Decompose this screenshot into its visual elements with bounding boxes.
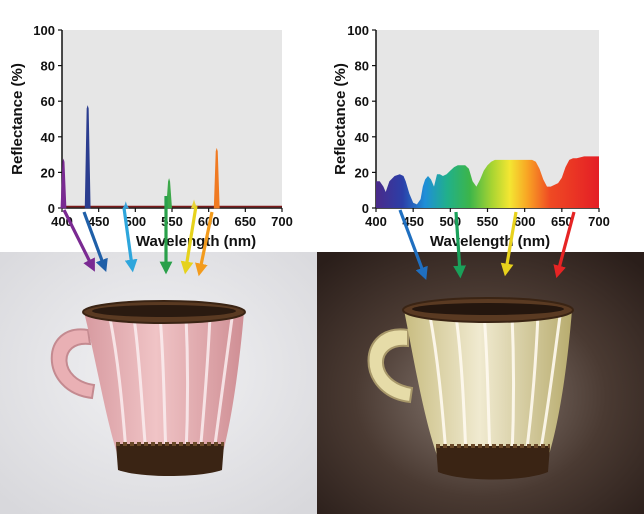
plot-area-left: [62, 30, 282, 208]
color-arrow: [195, 211, 214, 277]
cup-base-right: [436, 446, 550, 480]
emission-peak: [84, 105, 91, 209]
y-tick-label: 40: [355, 130, 369, 145]
y-tick-label: 40: [41, 130, 55, 145]
color-arrow: [180, 205, 198, 275]
y-tick-label: 80: [355, 59, 369, 74]
photo-right: [317, 252, 644, 514]
x-tick-label: 400: [365, 214, 387, 229]
emission-peak: [166, 178, 172, 209]
color-arrow: [62, 209, 95, 272]
emission-peak: [213, 147, 220, 209]
x-axis-label: Wavelength (nm): [430, 233, 550, 250]
photo-left: [0, 252, 317, 514]
emission-peak: [122, 201, 129, 209]
color-arrow: [500, 211, 518, 277]
y-tick-label: 20: [41, 165, 55, 180]
y-axis-label: Reflectance (%): [9, 63, 26, 175]
x-tick-label: 650: [234, 214, 256, 229]
color-arrow: [398, 209, 428, 280]
x-tick-label: 700: [271, 214, 293, 229]
y-tick-label: 60: [41, 94, 55, 109]
x-tick-label: 550: [477, 214, 499, 229]
arrows: [62, 196, 576, 280]
x-tick-label: 600: [514, 214, 536, 229]
reflectance-area: [376, 156, 599, 208]
x-tick-label: 450: [402, 214, 424, 229]
x-tick-label: 500: [124, 214, 146, 229]
x-tick-label: 450: [88, 214, 110, 229]
y-tick-label: 20: [355, 165, 369, 180]
cup-base-left: [116, 444, 224, 476]
x-axis-label: Wavelength (nm): [136, 233, 256, 250]
y-tick-label: 60: [355, 94, 369, 109]
cup-handle-right: [367, 328, 414, 404]
y-axis-label: Reflectance (%): [332, 63, 349, 175]
y-tick-label: 80: [41, 59, 55, 74]
color-arrow: [453, 211, 466, 279]
color-arrow: [122, 207, 138, 273]
cup-handle-left: [50, 328, 96, 400]
x-tick-label: 700: [588, 214, 610, 229]
y-tick-label: 0: [362, 201, 369, 216]
emission-peak: [60, 158, 67, 209]
x-tick-label: 650: [551, 214, 573, 229]
color-arrow: [553, 211, 576, 279]
color-arrow: [82, 211, 108, 273]
y-tick-label: 100: [33, 23, 55, 38]
y-tick-label: 100: [347, 23, 369, 38]
y-tick-label: 0: [48, 201, 55, 216]
